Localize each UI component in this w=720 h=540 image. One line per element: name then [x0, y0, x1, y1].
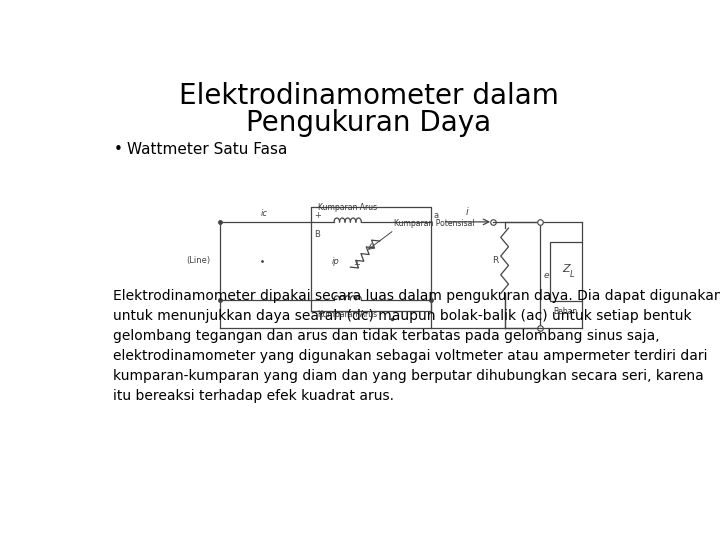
Text: ic: ic: [261, 209, 268, 218]
Bar: [549, 242, 582, 301]
Text: +: +: [354, 260, 361, 269]
Text: Z: Z: [562, 264, 570, 274]
Text: Wattmeter Satu Fasa: Wattmeter Satu Fasa: [127, 142, 287, 157]
Text: R: R: [492, 256, 498, 265]
Text: e: e: [544, 271, 549, 280]
Text: L: L: [570, 270, 575, 279]
Text: Kumparan Arus: Kumparan Arus: [318, 309, 377, 319]
Text: Kumparan Potensisal: Kumparan Potensisal: [394, 219, 474, 228]
Text: B: B: [314, 230, 320, 239]
Text: +: +: [314, 211, 321, 220]
Text: ip: ip: [332, 257, 340, 266]
Text: Beban: Beban: [554, 307, 578, 316]
Text: a: a: [433, 211, 438, 220]
Text: Elektrodinamometer dalam: Elektrodinamometer dalam: [179, 82, 559, 110]
Text: Kumparan Arus: Kumparan Arus: [318, 203, 377, 212]
Text: •: •: [113, 142, 122, 157]
Text: Pengukuran Daya: Pengukuran Daya: [246, 109, 492, 137]
Text: (Line): (Line): [186, 256, 210, 265]
Text: i: i: [466, 207, 469, 217]
Text: Elektrodinamometer dipakai secara luas dalam pengukuran daya. Dia dapat digunaka: Elektrodinamometer dipakai secara luas d…: [113, 289, 720, 403]
